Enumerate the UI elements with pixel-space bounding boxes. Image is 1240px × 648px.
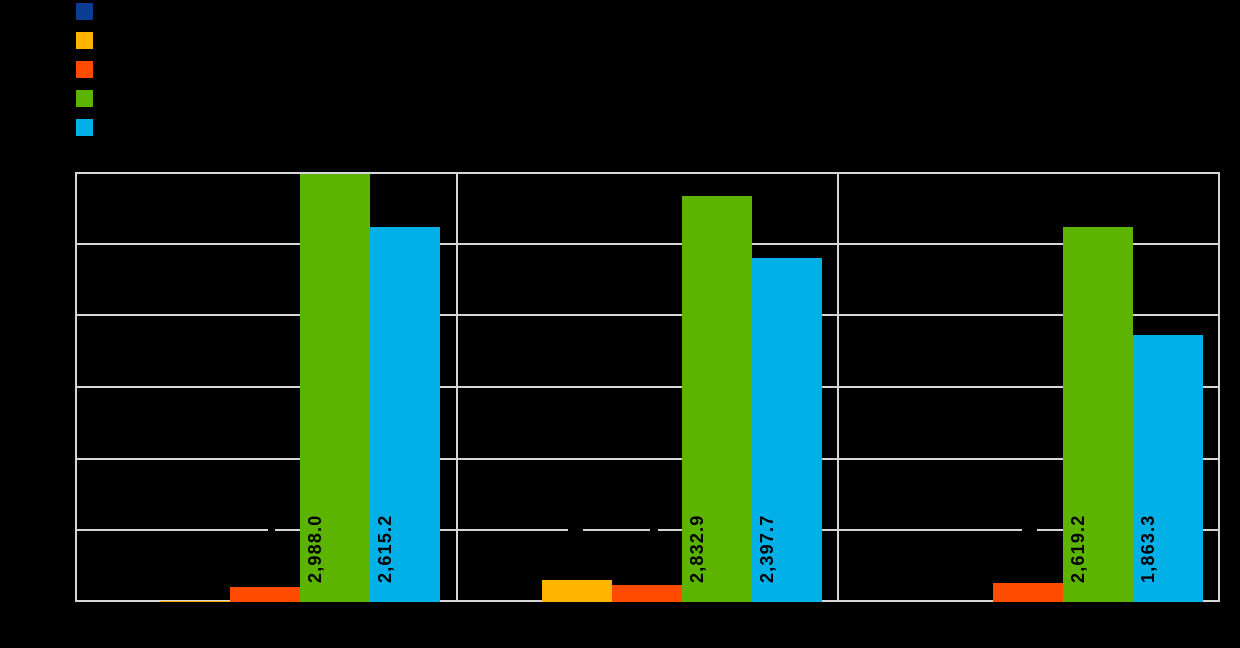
data-label-series-5-cyan-group1: 2,615.2 [375,514,395,583]
bar-series-5-cyan-group2 [751,258,822,602]
legend-swatch-series-2-amber [76,32,93,49]
bar-series-4-green-group2 [681,195,752,602]
hidden-label-artifact-3 [650,528,658,532]
bar-series-3-orange-group3 [993,582,1064,602]
bar-series-5-cyan-group1 [370,227,440,602]
data-label-series-5-cyan-group2: 2,397.7 [756,514,777,583]
hidden-label-artifact-2 [568,528,583,532]
legend-swatch-series-1-navy [76,3,93,20]
plot-border-top [75,172,1220,174]
legend-swatch-series-3-orange [76,61,93,78]
hidden-label-artifact-4 [1022,528,1037,532]
data-label-series-4-green-group3: 2,619.2 [1068,514,1089,583]
y-axis-line [75,172,77,602]
bar-series-4-green-group1 [300,173,370,602]
bar-series-2-amber-group1 [160,600,230,602]
data-label-series-4-green-group1: 2,988.0 [305,514,325,583]
gridline-horizontal [75,529,1220,532]
gridline-horizontal [75,386,1220,388]
gridline-horizontal [75,457,1220,460]
plot-border-right [1218,172,1220,602]
gridline-horizontal [75,314,1220,317]
legend-swatch-series-5-cyan [76,119,93,136]
bar-series-5-cyan-group3 [1133,334,1204,602]
data-label-series-4-green-group2: 2,832.9 [686,514,707,583]
bar-series-3-orange-group2 [611,584,682,602]
bar-series-4-green-group3 [1063,226,1134,602]
legend-swatch-series-4-green [76,90,93,107]
gridline-vertical [455,172,458,602]
data-label-series-5-cyan-group3: 1,863.3 [1138,514,1159,583]
bar-series-2-amber-group2 [541,580,612,602]
gridline-horizontal [75,242,1220,245]
bar-series-3-orange-group1 [230,587,300,602]
plot-area: 2,988.0 2,832.9 2,619.2 2,615.2 2,397.7 1,863… [75,172,1220,602]
hidden-label-artifact-1 [268,528,275,532]
gridline-vertical [837,172,840,602]
